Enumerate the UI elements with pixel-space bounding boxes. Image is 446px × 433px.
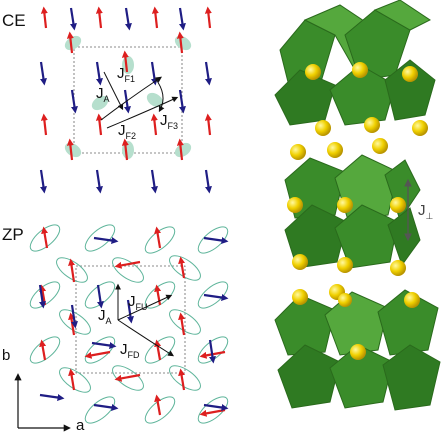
axis-b-label: b <box>2 347 10 364</box>
a-site-atoms-bottom <box>292 284 420 360</box>
ce-spins <box>39 6 212 194</box>
zp-coupling-labels: JFU JA JFD <box>98 293 148 360</box>
zp-panel: ZP <box>2 224 229 424</box>
zp-coupling-arrows <box>115 283 175 357</box>
ce-orbital-lobes <box>64 35 192 159</box>
ce-label: CE <box>2 11 26 30</box>
a-site-atoms-middle <box>287 138 406 276</box>
octahedra-layer-top <box>274 0 436 126</box>
axis-a-label: a <box>76 417 85 433</box>
lattice-axes <box>14 373 71 432</box>
crystal-structure: J⊥ <box>274 0 441 411</box>
octahedra-layer-middle <box>284 154 421 269</box>
svg-text:JF2: JF2 <box>118 122 136 141</box>
interlayer-coupling-label: J⊥ <box>418 202 434 221</box>
zp-label: ZP <box>2 225 24 244</box>
ce-coupling-arrows <box>100 71 179 129</box>
svg-text:JFU: JFU <box>128 293 148 312</box>
svg-text:JA: JA <box>96 85 110 104</box>
ce-coupling-labels: JF1 JA JF3 JF2 <box>96 65 178 141</box>
a-site-atoms-top <box>305 62 428 136</box>
svg-text:JF3: JF3 <box>160 112 178 131</box>
ce-panel: CE <box>2 6 212 194</box>
svg-text:JF1: JF1 <box>117 65 135 84</box>
svg-text:JFD: JFD <box>120 341 140 360</box>
octahedra-layer-bottom <box>274 289 441 411</box>
svg-text:JA: JA <box>98 307 112 326</box>
